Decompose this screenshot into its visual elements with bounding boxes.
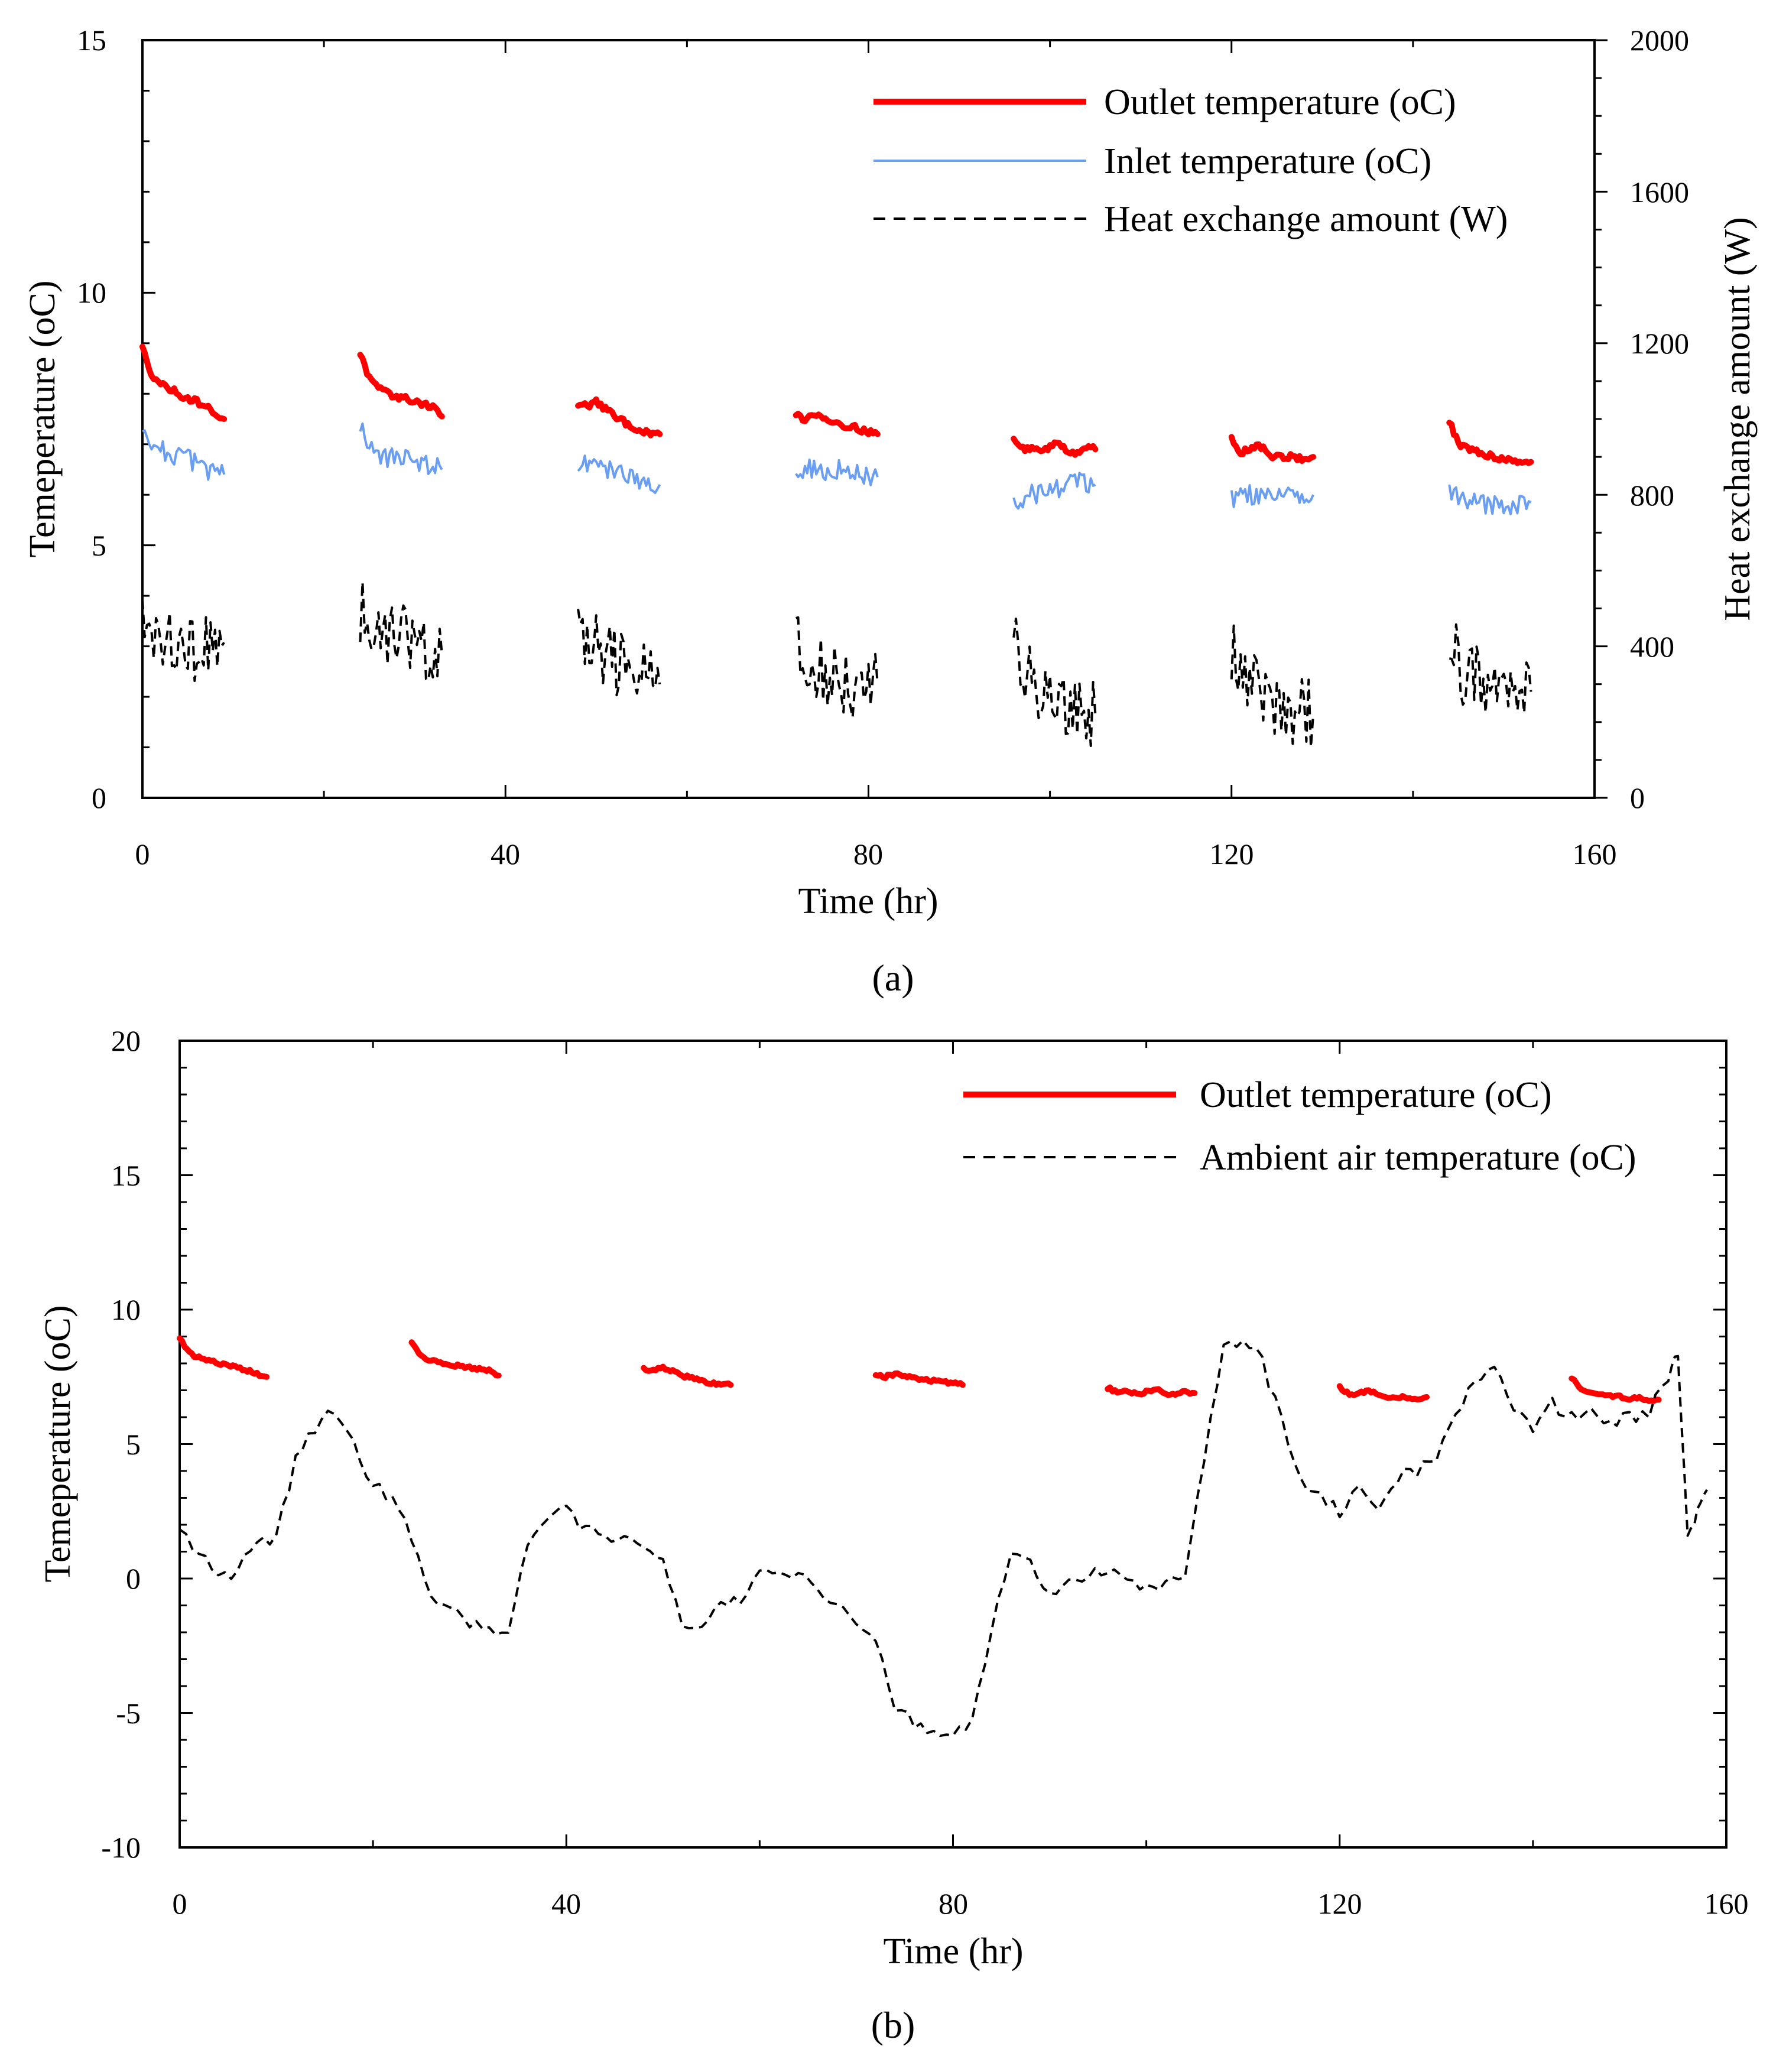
- series-heat-line: [359, 580, 443, 682]
- panel-b-legend: Outlet temperature (oC) Ambient air temp…: [963, 1075, 1636, 1178]
- series-inlet-line: [795, 458, 879, 486]
- panel-a-y-tick-label: 0: [92, 781, 106, 814]
- series-outlet-line: [177, 1335, 270, 1380]
- panel-b-x-axis-label: Time (hr): [883, 1931, 1023, 1972]
- panel-b-x-tick-label: 120: [1318, 1887, 1362, 1920]
- series-outlet-line: [1336, 1383, 1430, 1402]
- panel-a-x-tick-label: 80: [853, 837, 883, 871]
- panel-a-y2-tick-label: 2000: [1630, 24, 1689, 57]
- panel-b-series: [177, 1335, 1709, 1738]
- series-heat-line: [141, 599, 225, 682]
- panel-a-y-tick-label: 15: [77, 24, 106, 57]
- series-outlet-line: [1569, 1375, 1662, 1404]
- panel-a-legend-label-heat: Heat exchange amount (W): [1104, 199, 1508, 239]
- panel-b-y-tick-label: 0: [126, 1562, 141, 1595]
- panel-b-x-tick-label: 160: [1704, 1887, 1749, 1920]
- panel-a-tick-marks: [141, 39, 1608, 799]
- panel-a-y2-tick-label: 1600: [1630, 176, 1689, 209]
- panel-a-series: [139, 343, 1534, 749]
- panel-b-tick-marks: [178, 1040, 1727, 1849]
- series-inlet-line: [577, 454, 661, 494]
- panel-a-legend: Outlet temperature (oC) Inlet temperatur…: [873, 82, 1508, 239]
- panel-a-y-tick-labels: 0 5 10 15: [77, 24, 106, 814]
- series-outlet-line: [575, 396, 663, 439]
- panel-a-legend-label-outlet: Outlet temperature (oC): [1104, 82, 1456, 122]
- panel-a-y2-tick-labels: 0 400 800 1200 1600 2000: [1630, 24, 1689, 814]
- series-outlet-line: [1228, 434, 1316, 464]
- panel-b-y-tick-label: -10: [101, 1831, 141, 1864]
- panel-a-y2-axis-label: Heat exchange amount (W): [1717, 217, 1758, 621]
- panel-a-caption: (a): [872, 957, 914, 999]
- panel-a-y-axis-label: Temeperature (oC): [22, 280, 63, 557]
- panel-b-y-axis-label: Temeperature (oC): [38, 1305, 78, 1582]
- panel-a-y2-tick-label: 0: [1630, 781, 1645, 814]
- panel-a-y2-tick-label: 1200: [1630, 327, 1689, 360]
- series-heat-line: [1449, 623, 1532, 715]
- series-inlet-line: [359, 422, 443, 475]
- panel-a-x-tick-label: 160: [1573, 837, 1617, 871]
- series-outlet-line: [408, 1339, 502, 1379]
- panel-b-legend-label-ambient: Ambient air temperature (oC): [1200, 1138, 1636, 1178]
- panel-a-x-tick-label: 120: [1210, 837, 1254, 871]
- panel-b-y-tick-label: 20: [111, 1024, 141, 1057]
- series-inlet-line: [1448, 484, 1532, 515]
- series-heat-line: [1012, 618, 1097, 747]
- series-heat-line: [577, 609, 661, 697]
- panel-b-x-tick-labels: 0 40 80 120 160: [173, 1887, 1749, 1920]
- panel-b-x-tick-label: 0: [173, 1887, 187, 1920]
- series-outlet-line: [641, 1363, 734, 1388]
- series-inlet-line: [142, 429, 226, 481]
- series-outlet-line: [1446, 420, 1534, 466]
- panel-a-x-tick-label: 40: [491, 837, 520, 871]
- series-inlet-line: [1012, 472, 1096, 510]
- panel-a-x-axis-label: Time (hr): [798, 881, 938, 921]
- series-outlet-line: [872, 1370, 966, 1388]
- panel-b-caption: (b): [871, 2004, 915, 2046]
- panel-a-x-tick-labels: 0 40 80 120 160: [135, 837, 1617, 871]
- panel-a-legend-label-inlet: Inlet temperature (oC): [1104, 141, 1431, 181]
- chart-panel-a: 0 40 80 120 160 0 5 10 15 0 400 800 1200…: [22, 24, 1758, 999]
- panel-b-legend-label-outlet: Outlet temperature (oC): [1200, 1075, 1552, 1115]
- panel-b-y-tick-label: 15: [111, 1159, 141, 1192]
- panel-b-y-tick-label: -5: [116, 1697, 141, 1730]
- panel-a-x-tick-label: 0: [135, 837, 150, 871]
- series-inlet-line: [1230, 484, 1314, 508]
- panel-a-y2-tick-label: 400: [1630, 630, 1674, 663]
- series-outlet-line: [357, 352, 445, 420]
- panel-b-y-tick-label: 10: [111, 1293, 141, 1326]
- series-ambient-line: [178, 1339, 1709, 1738]
- panel-b-x-tick-label: 40: [551, 1887, 581, 1920]
- series-heat-line: [1230, 624, 1314, 749]
- panel-b-x-tick-label: 80: [939, 1887, 968, 1920]
- panel-b-y-tick-labels: -10 -5 0 5 10 15 20: [101, 1024, 141, 1864]
- series-outlet-line: [793, 411, 881, 437]
- panel-a-y-tick-label: 5: [92, 529, 106, 562]
- series-outlet-line: [139, 343, 228, 422]
- series-heat-line: [795, 616, 879, 719]
- panel-a-y-tick-label: 10: [77, 276, 106, 309]
- series-outlet-line: [1105, 1384, 1198, 1398]
- panel-b-y-tick-label: 5: [126, 1428, 141, 1461]
- panel-a-y2-tick-label: 800: [1630, 479, 1674, 512]
- chart-panel-b: 0 40 80 120 160 -10 -5 0 5 10 15 20 Time…: [38, 1024, 1749, 2046]
- series-outlet-line: [1011, 436, 1099, 458]
